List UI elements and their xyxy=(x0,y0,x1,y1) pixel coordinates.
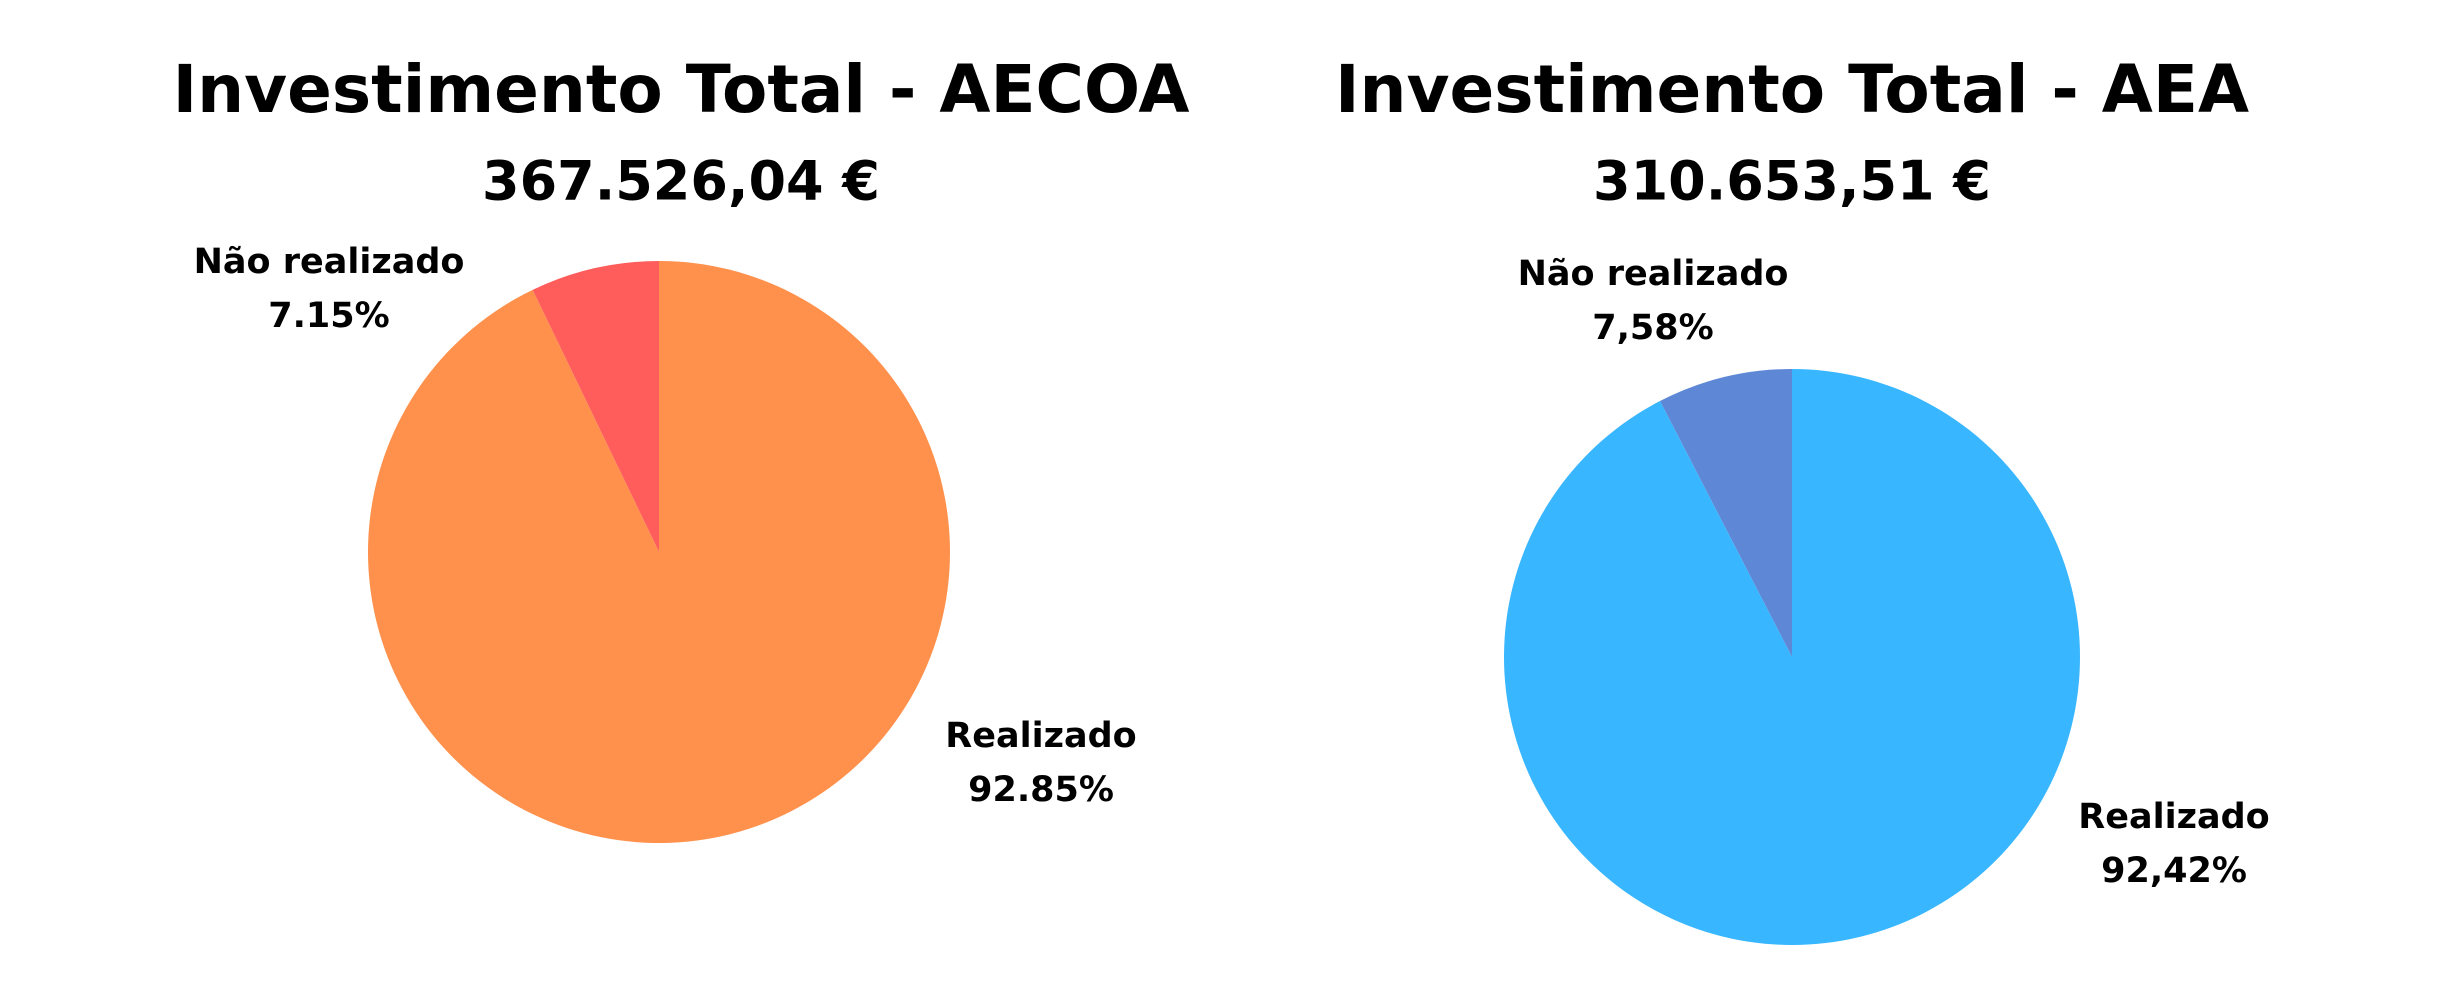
pie-slice xyxy=(1659,369,1792,657)
chart-title: Investimento Total - AEA xyxy=(1335,51,2249,128)
slice-category: Realizado xyxy=(945,716,1136,756)
pie-slice xyxy=(368,261,951,844)
slice-value-label: 92.85% xyxy=(968,770,1114,810)
chart-title: Investimento Total - AECOA xyxy=(173,51,1190,128)
pie-slice xyxy=(1504,369,2080,945)
slice-value-label: 92,42% xyxy=(2101,851,2247,891)
slice-category: Não realizado xyxy=(194,242,465,282)
slice-value-label: 7,58% xyxy=(1592,308,1713,348)
pie-slice xyxy=(532,261,659,552)
chart-subtitle: 310.653,51 € xyxy=(1593,150,1991,213)
chart-subtitle: 367.526,04 € xyxy=(482,150,880,213)
slice-category: Realizado xyxy=(2078,797,2269,837)
slice-value-label: 7.15% xyxy=(268,296,389,336)
slice-category: Não realizado xyxy=(1518,254,1789,294)
